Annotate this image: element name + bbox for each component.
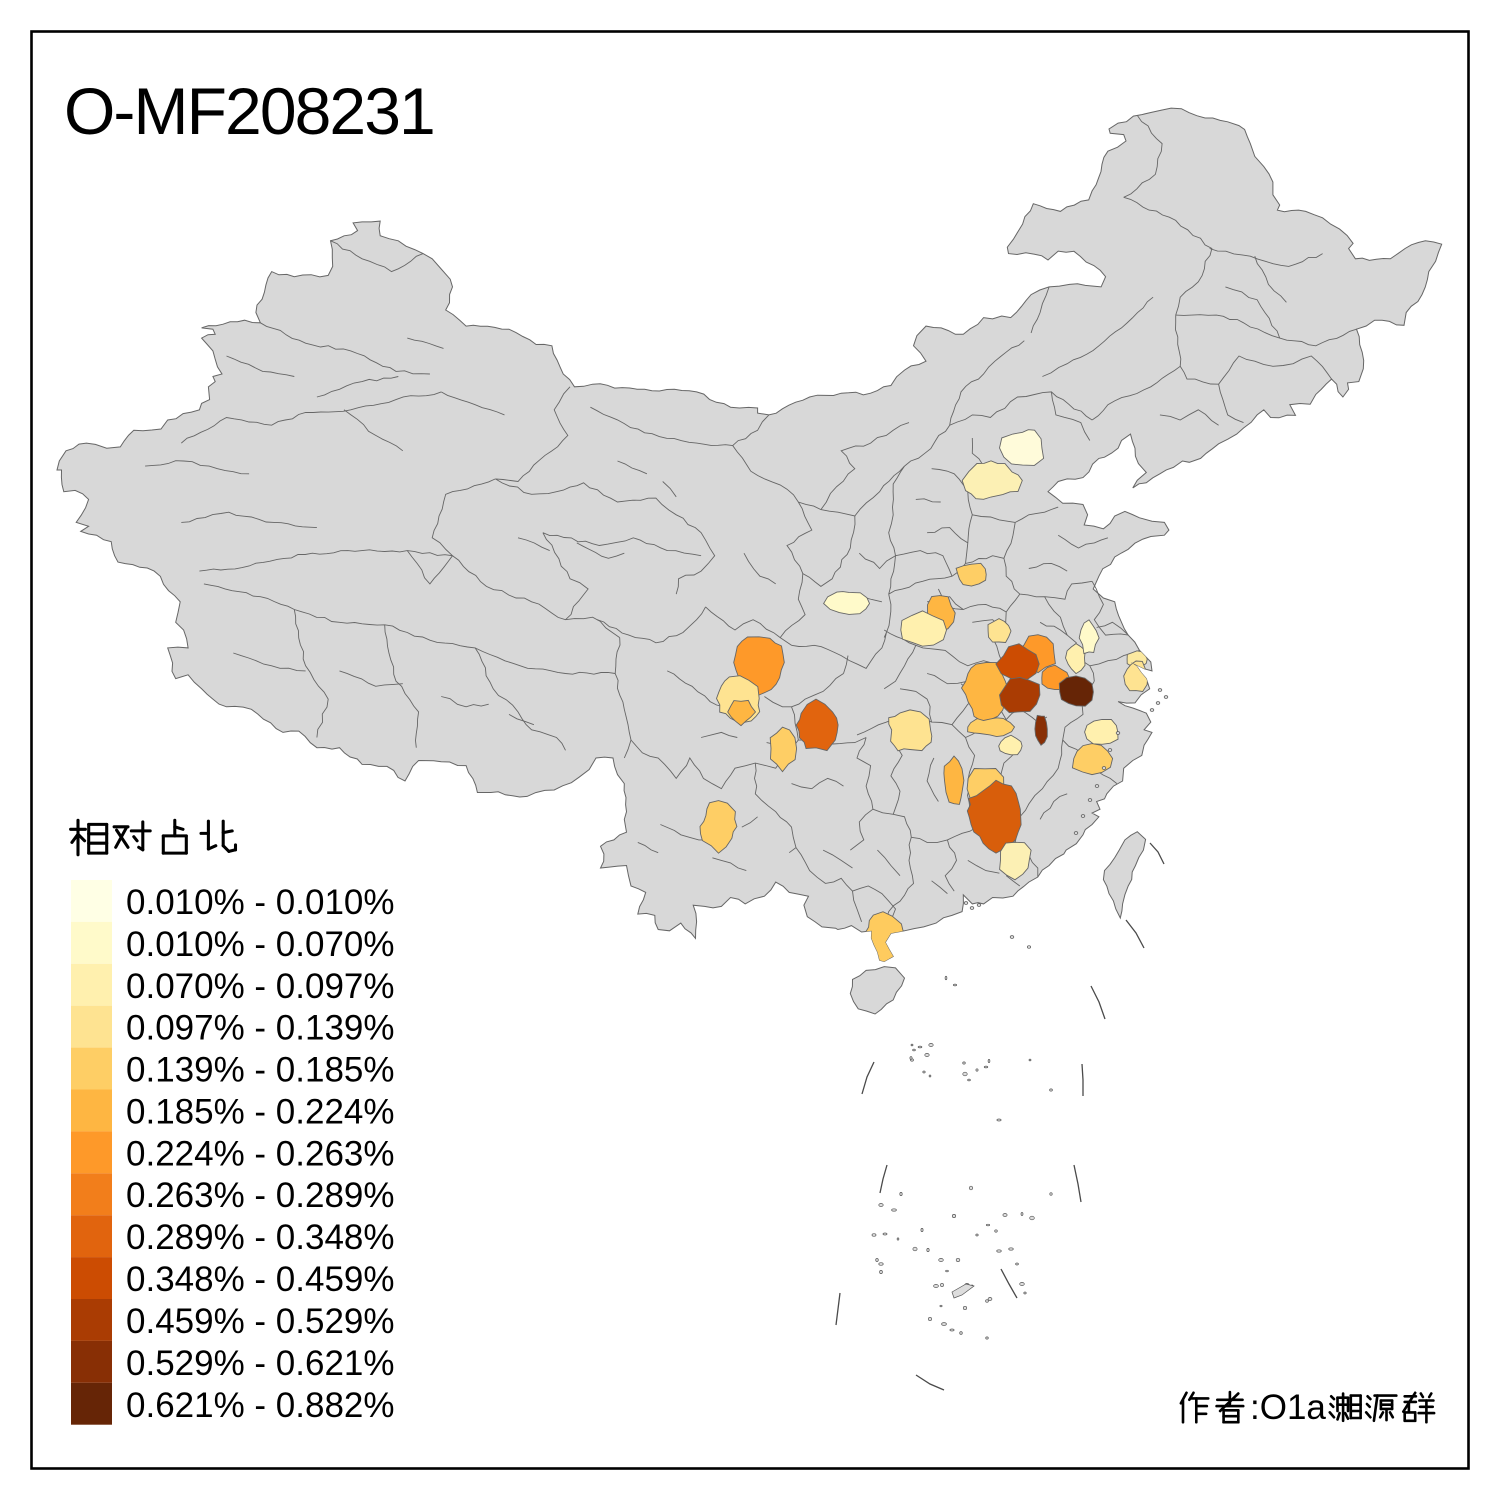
svg-text:0.289% - 0.348%: 0.289% - 0.348% [126, 1218, 395, 1257]
svg-text:0.348% - 0.459%: 0.348% - 0.459% [126, 1260, 395, 1299]
svg-text:0.010% - 0.010%: 0.010% - 0.010% [126, 883, 395, 922]
svg-text:0.070% - 0.097%: 0.070% - 0.097% [126, 967, 395, 1006]
svg-text:O-MF208231: O-MF208231 [64, 74, 434, 148]
svg-text:0.459% - 0.529%: 0.459% - 0.529% [126, 1302, 395, 1341]
svg-text:0.010% - 0.070%: 0.010% - 0.070% [126, 925, 395, 964]
svg-text:0.224% - 0.263%: 0.224% - 0.263% [126, 1134, 395, 1173]
svg-text:0.185% - 0.224%: 0.185% - 0.224% [126, 1093, 395, 1132]
svg-text:0.263% - 0.289%: 0.263% - 0.289% [126, 1176, 395, 1215]
svg-text:0.139% - 0.185%: 0.139% - 0.185% [126, 1051, 395, 1090]
svg-text:0.529% - 0.621%: 0.529% - 0.621% [126, 1344, 395, 1383]
svg-text::O1a: :O1a [1250, 1388, 1326, 1427]
svg-text:0.621% - 0.882%: 0.621% - 0.882% [126, 1386, 395, 1425]
svg-text:0.097% - 0.139%: 0.097% - 0.139% [126, 1009, 395, 1048]
